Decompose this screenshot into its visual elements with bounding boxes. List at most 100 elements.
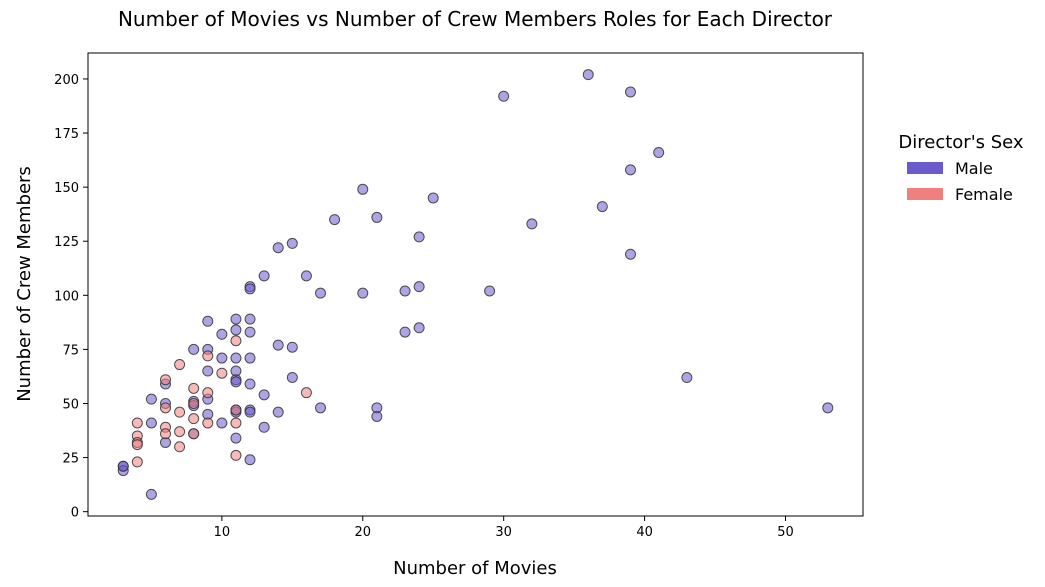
point-male [625,164,636,176]
point-female [202,417,214,429]
point-male [413,322,425,334]
point-female [202,387,214,399]
point-male [413,231,425,243]
point-female [216,367,228,379]
point-male [653,147,665,159]
point-male [625,248,636,260]
point-female [160,428,171,440]
plot-area [87,52,864,517]
x-tick-label: 50 [777,525,794,540]
point-male [399,326,411,338]
point-female [174,441,186,453]
point-male [258,270,270,282]
point-male [526,218,538,230]
point-female [188,382,200,394]
point-female [160,402,171,414]
point-male [230,376,242,388]
y-tick-label: 175 [54,127,79,142]
point-male [272,242,284,254]
point-male [300,270,312,282]
point-female [230,404,242,416]
y-tick-label: 100 [54,289,79,304]
chart-title: Number of Movies vs Number of Crew Membe… [118,7,833,31]
point-female [230,449,242,461]
point-male [399,285,411,297]
point-male [216,417,228,429]
point-female [230,417,242,429]
point-male [357,287,369,299]
point-male [357,183,369,195]
point-male [596,201,608,213]
point-male [230,432,242,444]
point-male [145,417,157,429]
point-male [230,352,242,364]
point-male [582,69,594,81]
point-male [145,488,157,500]
point-female [188,428,200,440]
x-tick-label: 30 [495,525,512,540]
y-axis: 0 25 50 75 100 125 150 175 200 [54,73,88,521]
point-male [484,285,496,297]
point-male [329,214,341,226]
point-female [188,413,200,425]
legend-swatch-male [907,162,943,174]
point-male [244,283,256,295]
x-tick-label: 20 [354,525,371,540]
point-female [160,374,171,386]
point-male [272,406,284,418]
legend-title: Director's Sex [898,132,1024,153]
x-tick-label: 40 [636,525,653,540]
point-female [230,335,242,347]
legend-swatch-female [907,188,943,200]
point-male [145,393,157,405]
legend: Director's Sex Male Female [898,132,1024,204]
point-male [258,421,270,433]
y-tick-label: 25 [62,452,79,467]
x-tick-label: 10 [214,525,231,540]
point-male [371,211,383,223]
point-male [286,237,298,249]
point-male [822,402,834,414]
x-axis: 10 20 30 40 50 [214,516,794,540]
point-male [286,341,298,353]
point-male [202,365,214,377]
point-male [244,378,256,390]
y-tick-label: 0 [71,506,79,521]
point-female [174,359,186,371]
point-male [315,287,326,299]
legend-label-female: Female [955,185,1013,204]
point-female [131,456,143,468]
point-female [202,350,214,362]
data-points [117,69,834,500]
point-male [230,324,242,336]
point-female [131,417,143,429]
y-tick-label: 75 [62,343,79,358]
point-male [244,454,256,466]
point-male [188,343,200,355]
point-female [174,426,186,438]
point-male [371,410,383,422]
point-male [413,281,425,293]
point-male [117,460,129,472]
point-male [286,372,298,384]
point-male [625,86,636,98]
point-male [230,313,242,325]
point-female [188,397,200,409]
point-male [315,402,326,414]
point-male [244,406,256,418]
y-tick-label: 200 [54,73,79,88]
point-female [131,439,143,451]
y-tick-label: 150 [54,181,79,196]
point-male [244,326,256,338]
y-tick-label: 50 [62,397,79,412]
point-female [174,406,186,418]
point-female [300,387,312,399]
point-male [244,352,256,364]
point-male [244,313,256,325]
x-axis-label: Number of Movies [393,558,557,579]
point-male [272,339,284,351]
point-male [498,90,510,102]
y-axis-label: Number of Crew Members [14,166,35,402]
point-male [216,328,228,340]
